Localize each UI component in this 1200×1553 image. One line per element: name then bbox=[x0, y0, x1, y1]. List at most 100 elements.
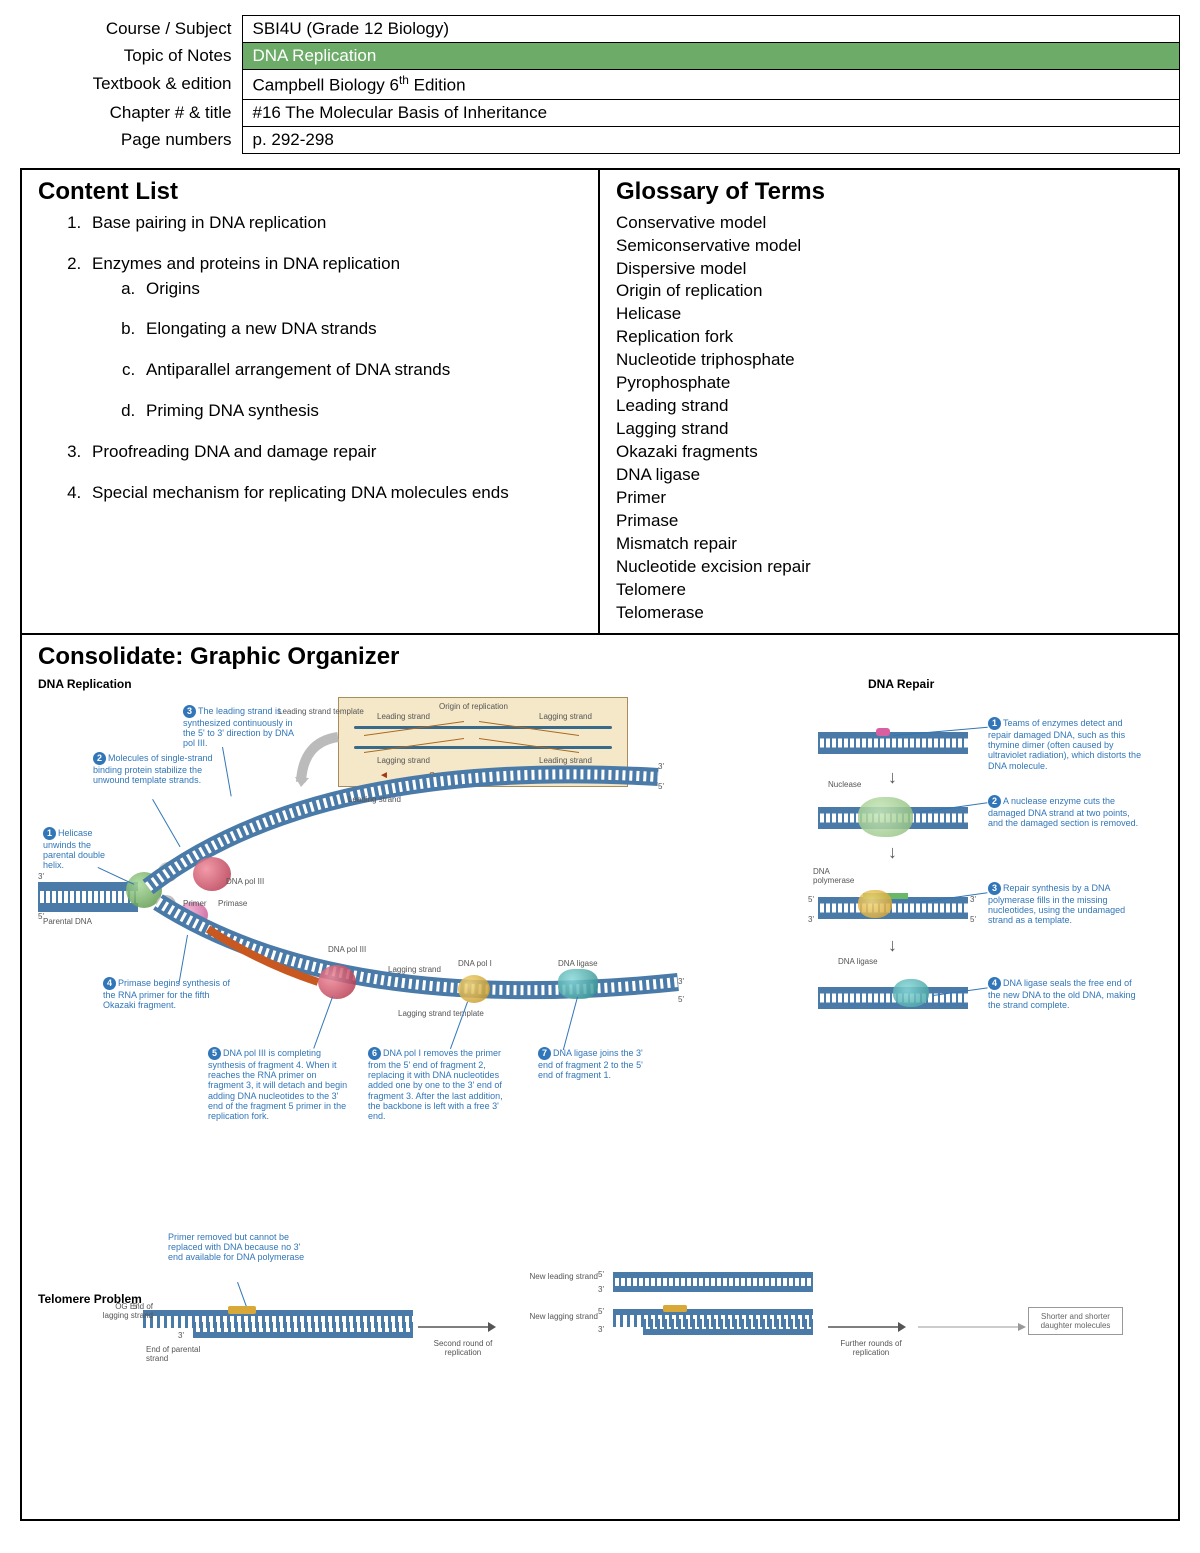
og-end-label: OG End of lagging strand bbox=[98, 1302, 153, 1320]
callout-4-text: Primase begins synthesis of the RNA prim… bbox=[103, 978, 230, 1010]
new-leading-label: New leading strand bbox=[518, 1272, 598, 1281]
five-prime-r1: 5' bbox=[808, 895, 814, 904]
parental-dna-label: Parental DNA bbox=[43, 917, 92, 926]
callout-1: 1Helicase unwinds the parental double he… bbox=[43, 827, 123, 871]
callout-5: 5DNA pol III is completing synthesis of … bbox=[208, 1047, 348, 1122]
glossary-term: Telomerase bbox=[616, 602, 1162, 625]
telomere-5p-2: 5' bbox=[598, 1270, 604, 1279]
glossary-term: Leading strand bbox=[616, 395, 1162, 418]
telomere-mid-1 bbox=[613, 1272, 813, 1292]
three-prime-3: 3' bbox=[678, 977, 684, 986]
pages-label: Page numbers bbox=[20, 126, 242, 153]
telomere-primer-spot bbox=[228, 1306, 256, 1314]
telomere-3p-2: 3' bbox=[598, 1285, 604, 1294]
callout-3: 3The leading strand is synthesized conti… bbox=[183, 705, 303, 749]
lagging-template-label: Lagging strand template bbox=[398, 1009, 484, 1018]
pol3-lagging-blob bbox=[318, 965, 356, 999]
telomere-primer-2 bbox=[663, 1305, 687, 1312]
textbook-title: Campbell Biology 6 bbox=[253, 76, 399, 95]
glossary-term: Telomere bbox=[616, 579, 1162, 602]
repair-1-text: Teams of enzymes detect and repair damag… bbox=[988, 718, 1141, 771]
content-item-1: Base pairing in DNA replication bbox=[86, 212, 582, 235]
glossary-term: Conservative model bbox=[616, 212, 1162, 235]
five-prime-r2: 5' bbox=[970, 915, 976, 924]
glossary-list: Conservative model Semiconservative mode… bbox=[616, 212, 1162, 625]
textbook-label: Textbook & edition bbox=[20, 70, 242, 100]
lagging-strand-label: Lagging strand bbox=[388, 965, 441, 974]
glossary-term: Helicase bbox=[616, 303, 1162, 326]
callout-7-text: DNA ligase joins the 3' end of fragment … bbox=[538, 1048, 643, 1080]
three-prime-1: 3' bbox=[38, 872, 44, 881]
callout-3-text: The leading strand is synthesized contin… bbox=[183, 706, 294, 749]
textbook-suffix: Edition bbox=[409, 76, 466, 95]
glossary-term: Okazaki fragments bbox=[616, 441, 1162, 464]
header-metadata-table: Course / Subject SBI4U (Grade 12 Biology… bbox=[20, 15, 1180, 154]
nuclease-blob bbox=[858, 797, 913, 837]
repair-2-text: A nuclease enzyme cuts the damaged DNA s… bbox=[988, 796, 1138, 828]
five-prime-3: 5' bbox=[678, 995, 684, 1004]
glossary-term: Replication fork bbox=[616, 326, 1162, 349]
topic-value: DNA Replication bbox=[242, 43, 1180, 70]
dna-replication-label: DNA Replication bbox=[38, 677, 132, 691]
glossary-title: Glossary of Terms bbox=[616, 178, 1162, 206]
course-value: SBI4U (Grade 12 Biology) bbox=[242, 16, 1180, 43]
glossary-term: Primase bbox=[616, 510, 1162, 533]
content-item-2c: Antiparallel arrangement of DNA strands bbox=[140, 359, 582, 382]
content-list: Base pairing in DNA replication Enzymes … bbox=[38, 212, 582, 506]
glossary-term: Semiconservative model bbox=[616, 235, 1162, 258]
three-prime-r2: 3' bbox=[970, 895, 976, 904]
telomere-5p-3: 5' bbox=[598, 1307, 604, 1316]
origin-label: Origin of replication bbox=[439, 702, 508, 711]
content-item-2: Enzymes and proteins in DNA replication … bbox=[86, 253, 582, 424]
callout-6-text: DNA pol I removes the primer from the 5'… bbox=[368, 1048, 503, 1122]
repair-ligase-blob bbox=[893, 979, 929, 1007]
thymine-dimer bbox=[876, 728, 890, 736]
five-prime-1: 5' bbox=[38, 912, 44, 921]
glossary-term: Nucleotide excision repair bbox=[616, 556, 1162, 579]
telomere-mid-2-teeth-b bbox=[643, 1319, 813, 1331]
repair-arrow-1: ↓ bbox=[888, 767, 897, 788]
pol3-label-1: DNA pol III bbox=[226, 877, 264, 886]
ligase-label: DNA ligase bbox=[558, 959, 598, 968]
consolidate-panel: Consolidate: Graphic Organizer DNA Repli… bbox=[22, 635, 1178, 1519]
callout-6: 6DNA pol I removes the primer from the 5… bbox=[368, 1047, 508, 1122]
content-sublist: Origins Elongating a new DNA strands Ant… bbox=[92, 278, 582, 424]
content-item-2-text: Enzymes and proteins in DNA replication bbox=[92, 254, 400, 273]
repair-3-text: Repair synthesis by a DNA polymerase fil… bbox=[988, 883, 1125, 926]
five-prime-2: 5' bbox=[658, 782, 664, 791]
dna-polymerase-label: DNA polymerase bbox=[813, 867, 863, 885]
repair-arrow-3: ↓ bbox=[888, 935, 897, 956]
textbook-value: Campbell Biology 6th Edition bbox=[242, 70, 1180, 100]
glossary-term: Lagging strand bbox=[616, 418, 1162, 441]
pol1-label: DNA pol I bbox=[458, 959, 492, 968]
end-parental-label: End of parental strand bbox=[146, 1345, 206, 1363]
glossary-panel: Glossary of Terms Conservative model Sem… bbox=[600, 170, 1178, 633]
glossary-term: Pyrophosphate bbox=[616, 372, 1162, 395]
repair-callout-4: 4DNA ligase seals the free end of the ne… bbox=[988, 977, 1143, 1011]
glossary-term: DNA ligase bbox=[616, 464, 1162, 487]
content-list-panel: Content List Base pairing in DNA replica… bbox=[22, 170, 600, 633]
content-item-4: Special mechanism for replicating DNA mo… bbox=[86, 482, 582, 505]
inset-lagging: Lagging strand bbox=[539, 712, 592, 721]
glossary-term: Origin of replication bbox=[616, 280, 1162, 303]
repair-callout-3: 3Repair synthesis by a DNA polymerase fi… bbox=[988, 882, 1143, 926]
repair-polymerase-blob bbox=[858, 890, 892, 918]
repair-dna-3 bbox=[818, 897, 968, 919]
pol1-blob bbox=[458, 975, 490, 1003]
telomere-3p-3: 3' bbox=[598, 1325, 604, 1334]
inset-leading: Leading strand bbox=[377, 712, 430, 721]
content-list-title: Content List bbox=[38, 178, 582, 206]
textbook-sup: th bbox=[399, 73, 409, 87]
repair-ligase-label: DNA ligase bbox=[838, 957, 878, 966]
telomere-arrow-3 bbox=[918, 1317, 1028, 1337]
telomere-3p-1: 3' bbox=[178, 1331, 184, 1340]
callout-4: 4Primase begins synthesis of the RNA pri… bbox=[103, 977, 233, 1011]
topic-label: Topic of Notes bbox=[20, 43, 242, 70]
chapter-label: Chapter # & title bbox=[20, 99, 242, 126]
callout-2: 2Molecules of single-strand binding prot… bbox=[93, 752, 213, 786]
main-box: Content List Base pairing in DNA replica… bbox=[20, 168, 1180, 1521]
nuclease-label: Nuclease bbox=[828, 780, 861, 789]
content-glossary-row: Content List Base pairing in DNA replica… bbox=[22, 170, 1178, 635]
three-prime-r1: 3' bbox=[808, 915, 814, 924]
repair-arrow-2: ↓ bbox=[888, 842, 897, 863]
